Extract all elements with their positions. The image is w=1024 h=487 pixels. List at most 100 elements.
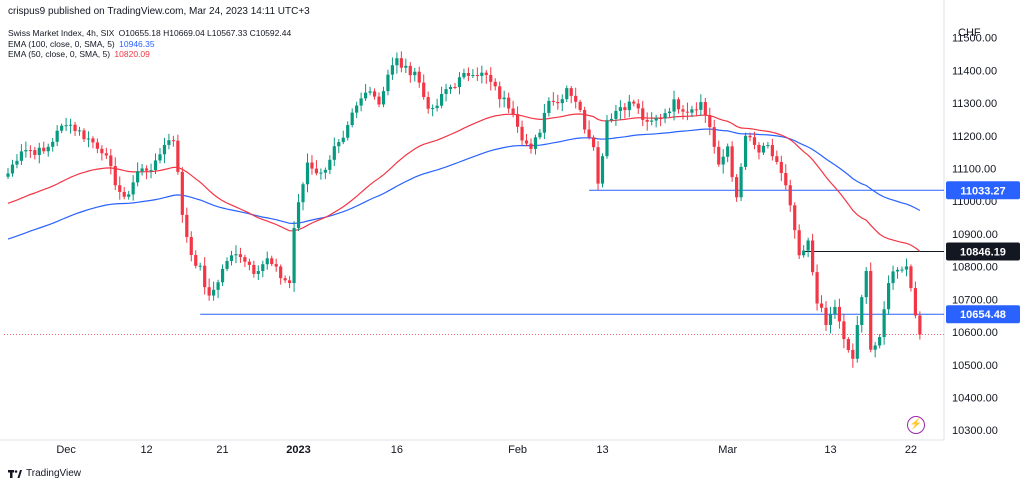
lightning-icon[interactable]: ⚡ bbox=[907, 416, 925, 434]
candle-body bbox=[886, 283, 891, 310]
candle-body bbox=[431, 108, 435, 110]
candle-body bbox=[851, 350, 855, 359]
tradingview-footer[interactable]: TradingView bbox=[8, 468, 81, 479]
candle-body bbox=[690, 109, 694, 113]
candle-body bbox=[641, 108, 645, 120]
candle-body bbox=[802, 250, 806, 256]
candle-body bbox=[547, 100, 551, 113]
candle-body bbox=[654, 118, 658, 121]
candle-body bbox=[583, 110, 587, 130]
candle-body bbox=[171, 140, 175, 142]
candle-body bbox=[386, 74, 390, 92]
candle-body bbox=[819, 303, 824, 308]
candle-body bbox=[24, 150, 28, 152]
candle-body bbox=[109, 155, 113, 167]
candle-body bbox=[676, 99, 681, 110]
candle-body bbox=[860, 297, 864, 326]
y-tick-label: 10700.00 bbox=[952, 294, 998, 306]
y-tick-label: 11300.00 bbox=[952, 98, 997, 110]
candle-body bbox=[815, 272, 819, 304]
currency-label: CHF bbox=[958, 27, 981, 39]
price-tag-box bbox=[946, 305, 1020, 324]
candle-body bbox=[605, 120, 609, 157]
legend-main-label: Swiss Market Index, 4h, SIX bbox=[8, 28, 115, 38]
candle-body bbox=[167, 140, 171, 145]
candle-body bbox=[368, 91, 372, 93]
candle-body bbox=[288, 280, 292, 284]
candle-body bbox=[413, 71, 417, 76]
candle-body bbox=[77, 130, 82, 132]
candle-body bbox=[6, 173, 10, 177]
candle-body bbox=[913, 288, 918, 316]
candle-body bbox=[882, 309, 886, 338]
candle-body bbox=[203, 265, 207, 288]
candle-body bbox=[730, 146, 734, 178]
x-tick-label: 2023 bbox=[286, 444, 310, 456]
candle-body bbox=[113, 166, 117, 186]
candle-body bbox=[636, 103, 640, 109]
candle-body bbox=[64, 125, 68, 127]
candle-body bbox=[551, 100, 555, 102]
candle-body bbox=[194, 255, 198, 266]
candle-body bbox=[131, 182, 135, 195]
candle-body bbox=[779, 161, 783, 174]
y-tick-label: 11200.00 bbox=[952, 131, 997, 143]
candle-body bbox=[556, 101, 560, 104]
x-tick-label: Dec bbox=[56, 444, 76, 456]
x-tick-label: 12 bbox=[140, 444, 152, 456]
candle-body bbox=[596, 147, 600, 184]
candle-body bbox=[144, 168, 149, 171]
candle-body bbox=[33, 150, 37, 155]
candle-body bbox=[761, 145, 766, 153]
candle-body bbox=[703, 102, 707, 116]
candle-body bbox=[51, 141, 55, 147]
price-tag-box bbox=[946, 181, 1020, 200]
candle-body bbox=[721, 156, 725, 165]
candle-body bbox=[399, 58, 403, 68]
candle-body bbox=[663, 113, 667, 119]
candle-body bbox=[712, 127, 716, 147]
candle-body bbox=[524, 140, 529, 144]
candle-body bbox=[569, 88, 573, 96]
candle-body bbox=[493, 81, 497, 87]
candle-body bbox=[560, 99, 564, 104]
legend-ema100-value: 10946.35 bbox=[119, 38, 155, 49]
candle-body bbox=[699, 102, 703, 110]
candle-body bbox=[189, 236, 193, 256]
candle-body bbox=[864, 271, 868, 298]
candle-body bbox=[811, 240, 815, 273]
candle-body bbox=[717, 146, 721, 165]
candle-body bbox=[533, 137, 538, 149]
candle-body bbox=[176, 140, 180, 172]
x-tick-label: Feb bbox=[508, 444, 527, 456]
candle-body bbox=[328, 159, 332, 170]
price-tag-label: 10846.19 bbox=[960, 247, 1006, 259]
candle-body bbox=[319, 172, 323, 174]
candle-body bbox=[86, 138, 91, 140]
candle-body bbox=[667, 111, 672, 114]
candle-body bbox=[127, 194, 131, 197]
y-tick-label: 10800.00 bbox=[952, 262, 998, 274]
candle-body bbox=[265, 258, 269, 265]
candle-body bbox=[355, 105, 359, 113]
candle-body bbox=[261, 264, 265, 272]
candle-body bbox=[507, 97, 511, 109]
candle-body bbox=[42, 147, 46, 152]
candle-body bbox=[824, 307, 828, 325]
candle-body bbox=[614, 110, 618, 119]
x-tick-label: 16 bbox=[391, 444, 403, 456]
candle-body bbox=[377, 96, 381, 105]
candle-body bbox=[198, 265, 202, 267]
candle-body bbox=[28, 150, 32, 152]
candle-body bbox=[216, 282, 220, 290]
candle-body bbox=[484, 72, 488, 75]
candle-body bbox=[627, 101, 631, 111]
candle-body bbox=[180, 171, 184, 215]
candle-body bbox=[797, 230, 801, 256]
candle-body bbox=[185, 214, 189, 237]
candle-body bbox=[426, 97, 430, 109]
candle-body bbox=[296, 202, 301, 228]
candle-body bbox=[909, 266, 913, 289]
candle-body bbox=[842, 321, 846, 340]
